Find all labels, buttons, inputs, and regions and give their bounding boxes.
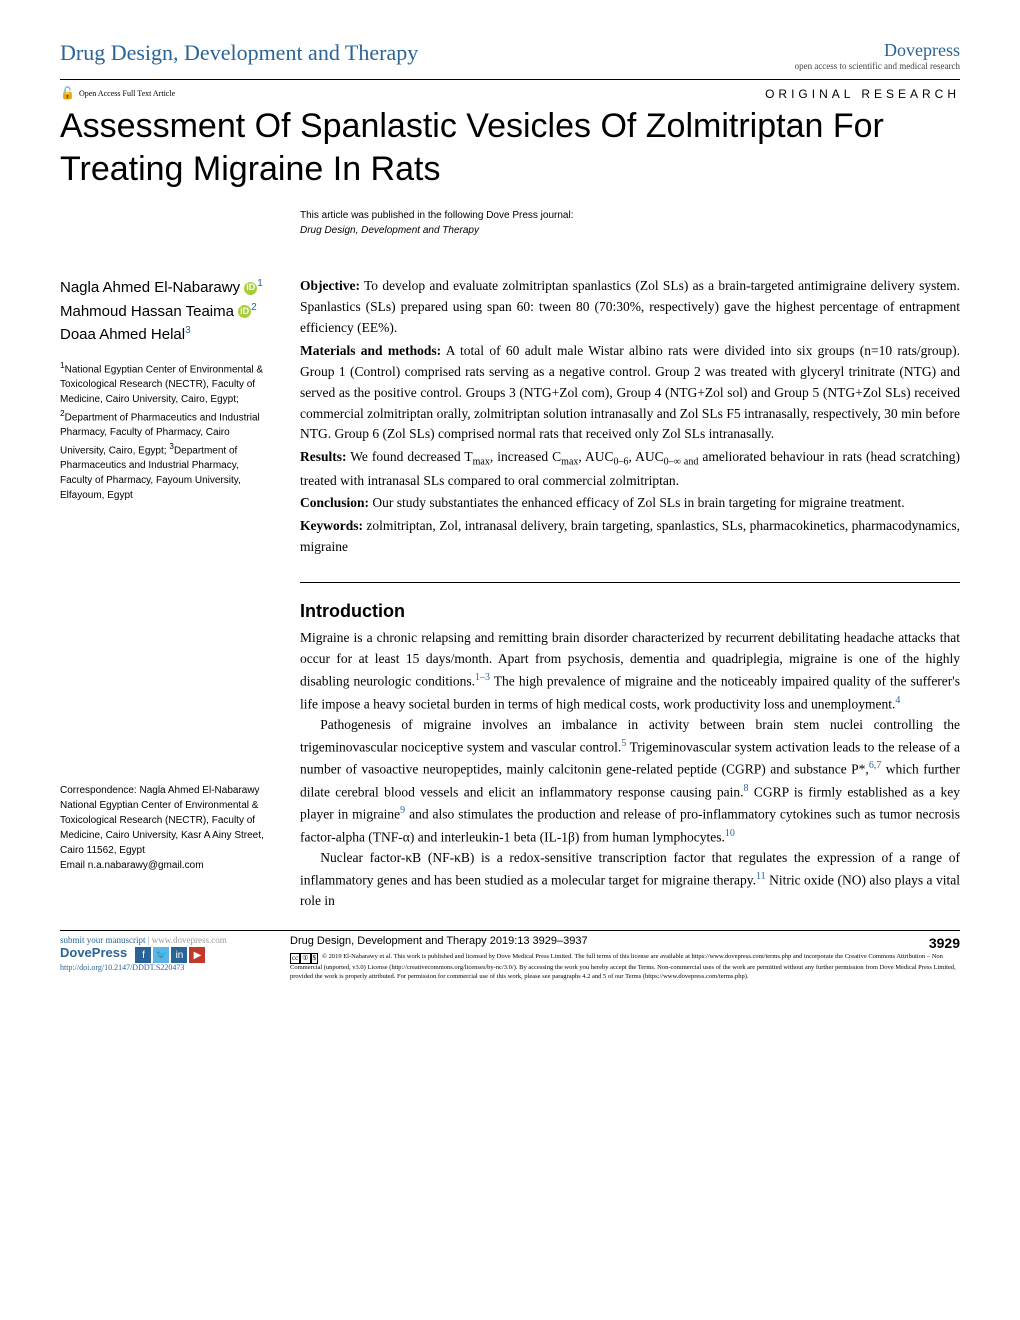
section-divider — [300, 582, 960, 583]
page-footer: submit your manuscript | www.dovepress.c… — [60, 935, 960, 981]
abstract-results: Results: We found decreased Tmax, increa… — [300, 447, 960, 491]
citation-line: Drug Design, Development and Therapy 201… — [290, 935, 960, 951]
by-icon: ① — [300, 953, 310, 964]
publication-note: This article was published in the follow… — [300, 210, 960, 221]
citation-link[interactable]: 4 — [895, 695, 900, 706]
content-columns: Nagla Ahmed El-Nabarawy iD1 Mahmoud Hass… — [60, 276, 960, 912]
dovepress-footer-row: DovePress f 🐦 in ▶ — [60, 945, 270, 963]
facebook-icon[interactable]: f — [135, 947, 151, 963]
cc-badge-group: cc①$ — [290, 953, 318, 964]
orcid-icon[interactable]: iD — [244, 282, 257, 295]
intro-p1: Migraine is a chronic relapsing and remi… — [300, 628, 960, 715]
citation-link[interactable]: 1–3 — [475, 672, 490, 683]
youtube-icon[interactable]: ▶ — [189, 947, 205, 963]
author-1: Nagla Ahmed El-Nabarawy iD1 — [60, 276, 270, 300]
abstract-methods: Materials and methods: A total of 60 adu… — [300, 341, 960, 446]
citation-text: Drug Design, Development and Therapy 201… — [290, 935, 588, 951]
author-2: Mahmoud Hassan Teaima iD2 — [60, 300, 270, 324]
twitter-icon[interactable]: 🐦 — [153, 947, 169, 963]
license-text: cc①$ © 2019 El-Nabarawy et al. This work… — [290, 953, 960, 981]
affiliation-link[interactable]: 1 — [257, 278, 263, 289]
linkedin-icon[interactable]: in — [171, 947, 187, 963]
footer-right: Drug Design, Development and Therapy 201… — [290, 935, 960, 981]
introduction-heading: Introduction — [300, 601, 960, 622]
open-access-label: Open Access Full Text Article — [79, 89, 175, 98]
abstract-objective: Objective: To develop and evaluate zolmi… — [300, 276, 960, 339]
page-header: Drug Design, Development and Therapy Dov… — [60, 40, 960, 80]
abstract-keywords: Keywords: zolmitriptan, Zol, intranasal … — [300, 516, 960, 558]
correspondence-address: National Egyptian Center of Environmenta… — [60, 798, 270, 858]
social-icons: f 🐦 in ▶ — [135, 947, 205, 963]
citation-link[interactable]: 10 — [725, 828, 735, 839]
citation-link[interactable]: 6,7 — [869, 760, 882, 771]
access-row: 🔓 Open Access Full Text Article ORIGINAL… — [60, 86, 960, 101]
brand-subtitle: open access to scientific and medical re… — [795, 61, 960, 71]
page-number: 3929 — [929, 935, 960, 951]
correspondence-email[interactable]: Email n.a.nabarawy@gmail.com — [60, 858, 270, 873]
affiliations: 1National Egyptian Center of Environment… — [60, 359, 270, 504]
dovepress-footer-logo[interactable]: DovePress — [60, 945, 127, 960]
brand-logo[interactable]: Dovepress — [795, 40, 960, 61]
sidebar: Nagla Ahmed El-Nabarawy iD1 Mahmoud Hass… — [60, 276, 270, 912]
publication-note-journal: Drug Design, Development and Therapy — [300, 225, 960, 236]
citation-link[interactable]: 11 — [756, 871, 766, 882]
submit-manuscript-link[interactable]: submit your manuscript — [60, 935, 146, 945]
author-list: Nagla Ahmed El-Nabarawy iD1 Mahmoud Hass… — [60, 276, 270, 347]
cc-icon: cc — [290, 953, 300, 964]
article-type: ORIGINAL RESEARCH — [765, 87, 960, 101]
nc-icon: $ — [311, 953, 319, 964]
introduction-body: Migraine is a chronic relapsing and remi… — [300, 628, 960, 912]
intro-p3: Nuclear factor-κB (NF-κB) is a redox-sen… — [300, 848, 960, 912]
correspondence-label: Correspondence: Nagla Ahmed El-Nabarawy — [60, 783, 270, 798]
orcid-icon[interactable]: iD — [238, 305, 251, 318]
footer-left: submit your manuscript | www.dovepress.c… — [60, 935, 270, 981]
correspondence: Correspondence: Nagla Ahmed El-Nabarawy … — [60, 783, 270, 873]
journal-name[interactable]: Drug Design, Development and Therapy — [60, 40, 418, 66]
open-lock-icon: 🔓 — [60, 86, 75, 101]
main-column: Objective: To develop and evaluate zolmi… — [300, 276, 960, 912]
footer-divider — [60, 930, 960, 931]
author-3: Doaa Ahmed Helal3 — [60, 323, 270, 347]
affiliation-link[interactable]: 2 — [251, 302, 257, 313]
open-access-badge[interactable]: 🔓 Open Access Full Text Article — [60, 86, 175, 101]
brand-box: Dovepress open access to scientific and … — [795, 40, 960, 71]
affiliation-link[interactable]: 3 — [185, 325, 191, 336]
doi-link[interactable]: http://doi.org/10.2147/DDDT.S220473 — [60, 963, 270, 972]
abstract: Objective: To develop and evaluate zolmi… — [300, 276, 960, 558]
submit-manuscript-line: submit your manuscript | www.dovepress.c… — [60, 935, 270, 945]
intro-p2: Pathogenesis of migraine involves an imb… — [300, 715, 960, 848]
article-title: Assessment Of Spanlastic Vesicles Of Zol… — [60, 105, 960, 190]
abstract-conclusion: Conclusion: Our study substantiates the … — [300, 493, 960, 514]
